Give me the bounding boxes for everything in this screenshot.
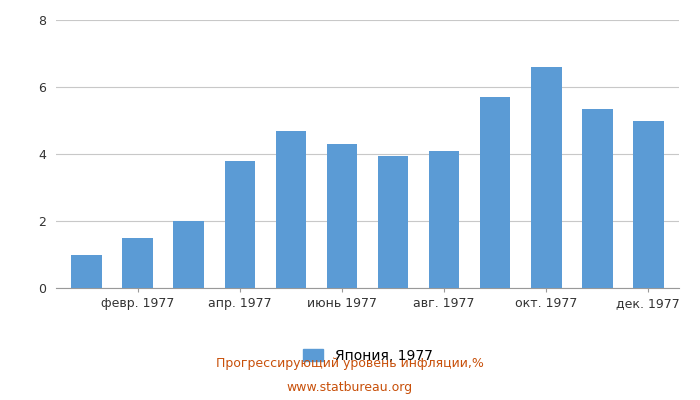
Bar [633,120,664,288]
Bar [174,221,204,288]
Bar [327,144,357,288]
Bar [582,109,612,288]
Bar [531,67,561,288]
Bar [225,161,256,288]
Legend: Япония, 1977: Япония, 1977 [297,343,438,368]
Text: www.statbureau.org: www.statbureau.org [287,382,413,394]
Text: Прогрессирующий уровень инфляции,%: Прогрессирующий уровень инфляции,% [216,358,484,370]
Bar [71,254,102,288]
Bar [276,130,306,288]
Bar [122,238,153,288]
Bar [429,151,459,288]
Bar [480,97,510,288]
Bar [378,156,408,288]
